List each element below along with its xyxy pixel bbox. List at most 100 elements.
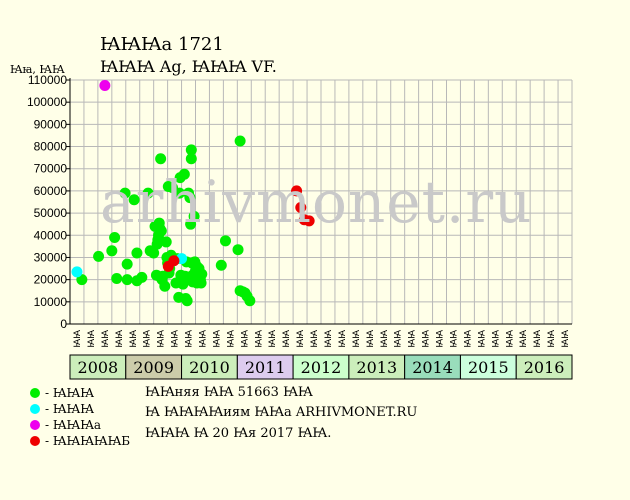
period-tick-label: ꙖꙖ	[519, 330, 529, 348]
period-tick-label: ꙖꙖ	[491, 330, 501, 348]
year-label: 2009	[133, 358, 174, 377]
y-tick-label: 10000	[34, 295, 68, 309]
data-point	[185, 144, 197, 156]
year-label: 2013	[356, 358, 397, 377]
data-point	[291, 185, 303, 197]
data-point	[109, 231, 121, 243]
period-tick-label: ꙖꙖ	[324, 330, 334, 348]
year-band	[125, 354, 183, 380]
period-tick-label: ꙖꙖ	[226, 330, 236, 348]
legend-swatch	[30, 388, 40, 398]
period-tick-label: ꙖꙖ	[352, 330, 362, 348]
data-point	[191, 277, 203, 289]
legend-item-sale-3: - ꙖꙖꙖа	[30, 418, 101, 432]
year-band	[181, 354, 238, 380]
period-tick-label: ꙖꙖ	[463, 330, 473, 348]
data-point	[173, 187, 185, 199]
period-tick-label: ꙖꙖ	[296, 330, 306, 348]
y-tick-label: 30000	[34, 250, 68, 264]
data-point	[142, 187, 154, 199]
period-tick-label: ꙖꙖ	[547, 330, 557, 348]
legend-item-sale: - ꙖꙖꙖ	[30, 386, 94, 400]
data-point	[106, 245, 118, 257]
period-tick-label: ꙖꙖ	[101, 330, 111, 348]
legend-label: - ꙖꙖꙖ	[45, 402, 94, 416]
data-point	[303, 215, 315, 227]
data-point	[295, 202, 307, 214]
watermark: arhivmonet.ru	[100, 168, 533, 236]
data-point	[136, 271, 148, 283]
date-note: ꙖꙖꙖ Ꙗ 20 Ꙗя 2017 ꙖꙖ.	[145, 426, 332, 441]
period-tick-label: ꙖꙖ	[198, 330, 208, 348]
period-tick-label: ꙖꙖ	[422, 330, 432, 348]
period-tick-label: ꙖꙖ	[436, 330, 446, 348]
y-tick-label: 110000	[28, 73, 67, 87]
data-point	[188, 210, 200, 222]
data-point	[232, 244, 244, 256]
legend-label: - ꙖꙖꙖꙖꙖБ	[45, 434, 131, 448]
year-label: 2016	[524, 358, 565, 377]
period-tick-label: ꙖꙖ	[143, 330, 153, 348]
period-tick-label: ꙖꙖ	[505, 330, 515, 348]
period-tick-label: ꙖꙖ	[87, 330, 97, 348]
chart-title: ꙖꙖꙖа 1721	[100, 34, 224, 55]
y-tick-label: 50000	[34, 206, 68, 220]
y-tick-label: 40000	[34, 228, 68, 242]
data-point	[181, 295, 193, 307]
year-label: 2008	[78, 358, 119, 377]
period-tick-label: ꙖꙖ	[185, 330, 195, 348]
legend-label: - ꙖꙖꙖа	[45, 418, 102, 432]
data-point	[121, 258, 133, 270]
year-label: 2012	[301, 358, 342, 377]
year-band	[515, 354, 573, 380]
period-tick-label: ꙖꙖ	[338, 330, 348, 348]
y-tick-label: 90000	[34, 117, 68, 131]
period-tick-label: ꙖꙖ	[212, 330, 222, 348]
period-tick-label: ꙖꙖ	[157, 330, 167, 348]
data-point	[215, 259, 227, 271]
y-tick-label: 20000	[34, 273, 68, 287]
legend-item-sale-2: - ꙖꙖꙖ	[30, 402, 94, 416]
year-label: 2015	[468, 358, 509, 377]
period-tick-label: ꙖꙖ	[129, 330, 139, 348]
period-tick-label: ꙖꙖ	[561, 330, 571, 348]
year-band	[292, 354, 350, 380]
data-point	[234, 135, 246, 147]
source-note: Ꙗ ꙖꙖꙖꙖиям ꙖꙖа ARHIVMONET.RU	[145, 405, 418, 420]
year-band	[236, 354, 294, 380]
data-point	[93, 250, 105, 262]
data-point	[159, 280, 171, 292]
data-point	[131, 247, 143, 259]
data-point	[160, 236, 172, 248]
chart-subtitle: ꙖꙖꙖ Ag, ꙖꙖꙖ VF.	[100, 57, 277, 76]
year-label: 2011	[245, 358, 286, 377]
data-point	[121, 274, 133, 286]
period-tick-label: ꙖꙖ	[477, 330, 487, 348]
legend-swatch	[30, 436, 40, 446]
data-point	[155, 225, 167, 237]
period-tick-label: ꙖꙖ	[171, 330, 181, 348]
data-point	[244, 295, 256, 307]
period-tick-label: ꙖꙖ	[254, 330, 264, 348]
year-label: 2010	[189, 358, 230, 377]
data-point	[185, 153, 197, 165]
period-tick-label: ꙖꙖ	[115, 330, 125, 348]
period-tick-label: ꙖꙖ	[380, 330, 390, 348]
data-point	[111, 273, 123, 285]
data-point	[178, 168, 190, 180]
period-tick-label: ꙖꙖ	[394, 330, 404, 348]
period-tick-label: ꙖꙖ	[282, 330, 292, 348]
period-tick-label: ꙖꙖ	[268, 330, 278, 348]
y-tick-label: 70000	[34, 162, 68, 176]
data-point	[184, 192, 196, 204]
period-tick-label: ꙖꙖ	[366, 330, 376, 348]
data-point	[99, 80, 111, 92]
data-point	[128, 194, 140, 206]
period-tick-label: ꙖꙖ	[533, 330, 543, 348]
data-point	[196, 268, 208, 280]
y-tick-label: 100000	[27, 95, 67, 109]
y-tick-label: 0	[60, 317, 67, 331]
year-label: 2014	[412, 358, 453, 377]
data-point	[119, 187, 131, 199]
